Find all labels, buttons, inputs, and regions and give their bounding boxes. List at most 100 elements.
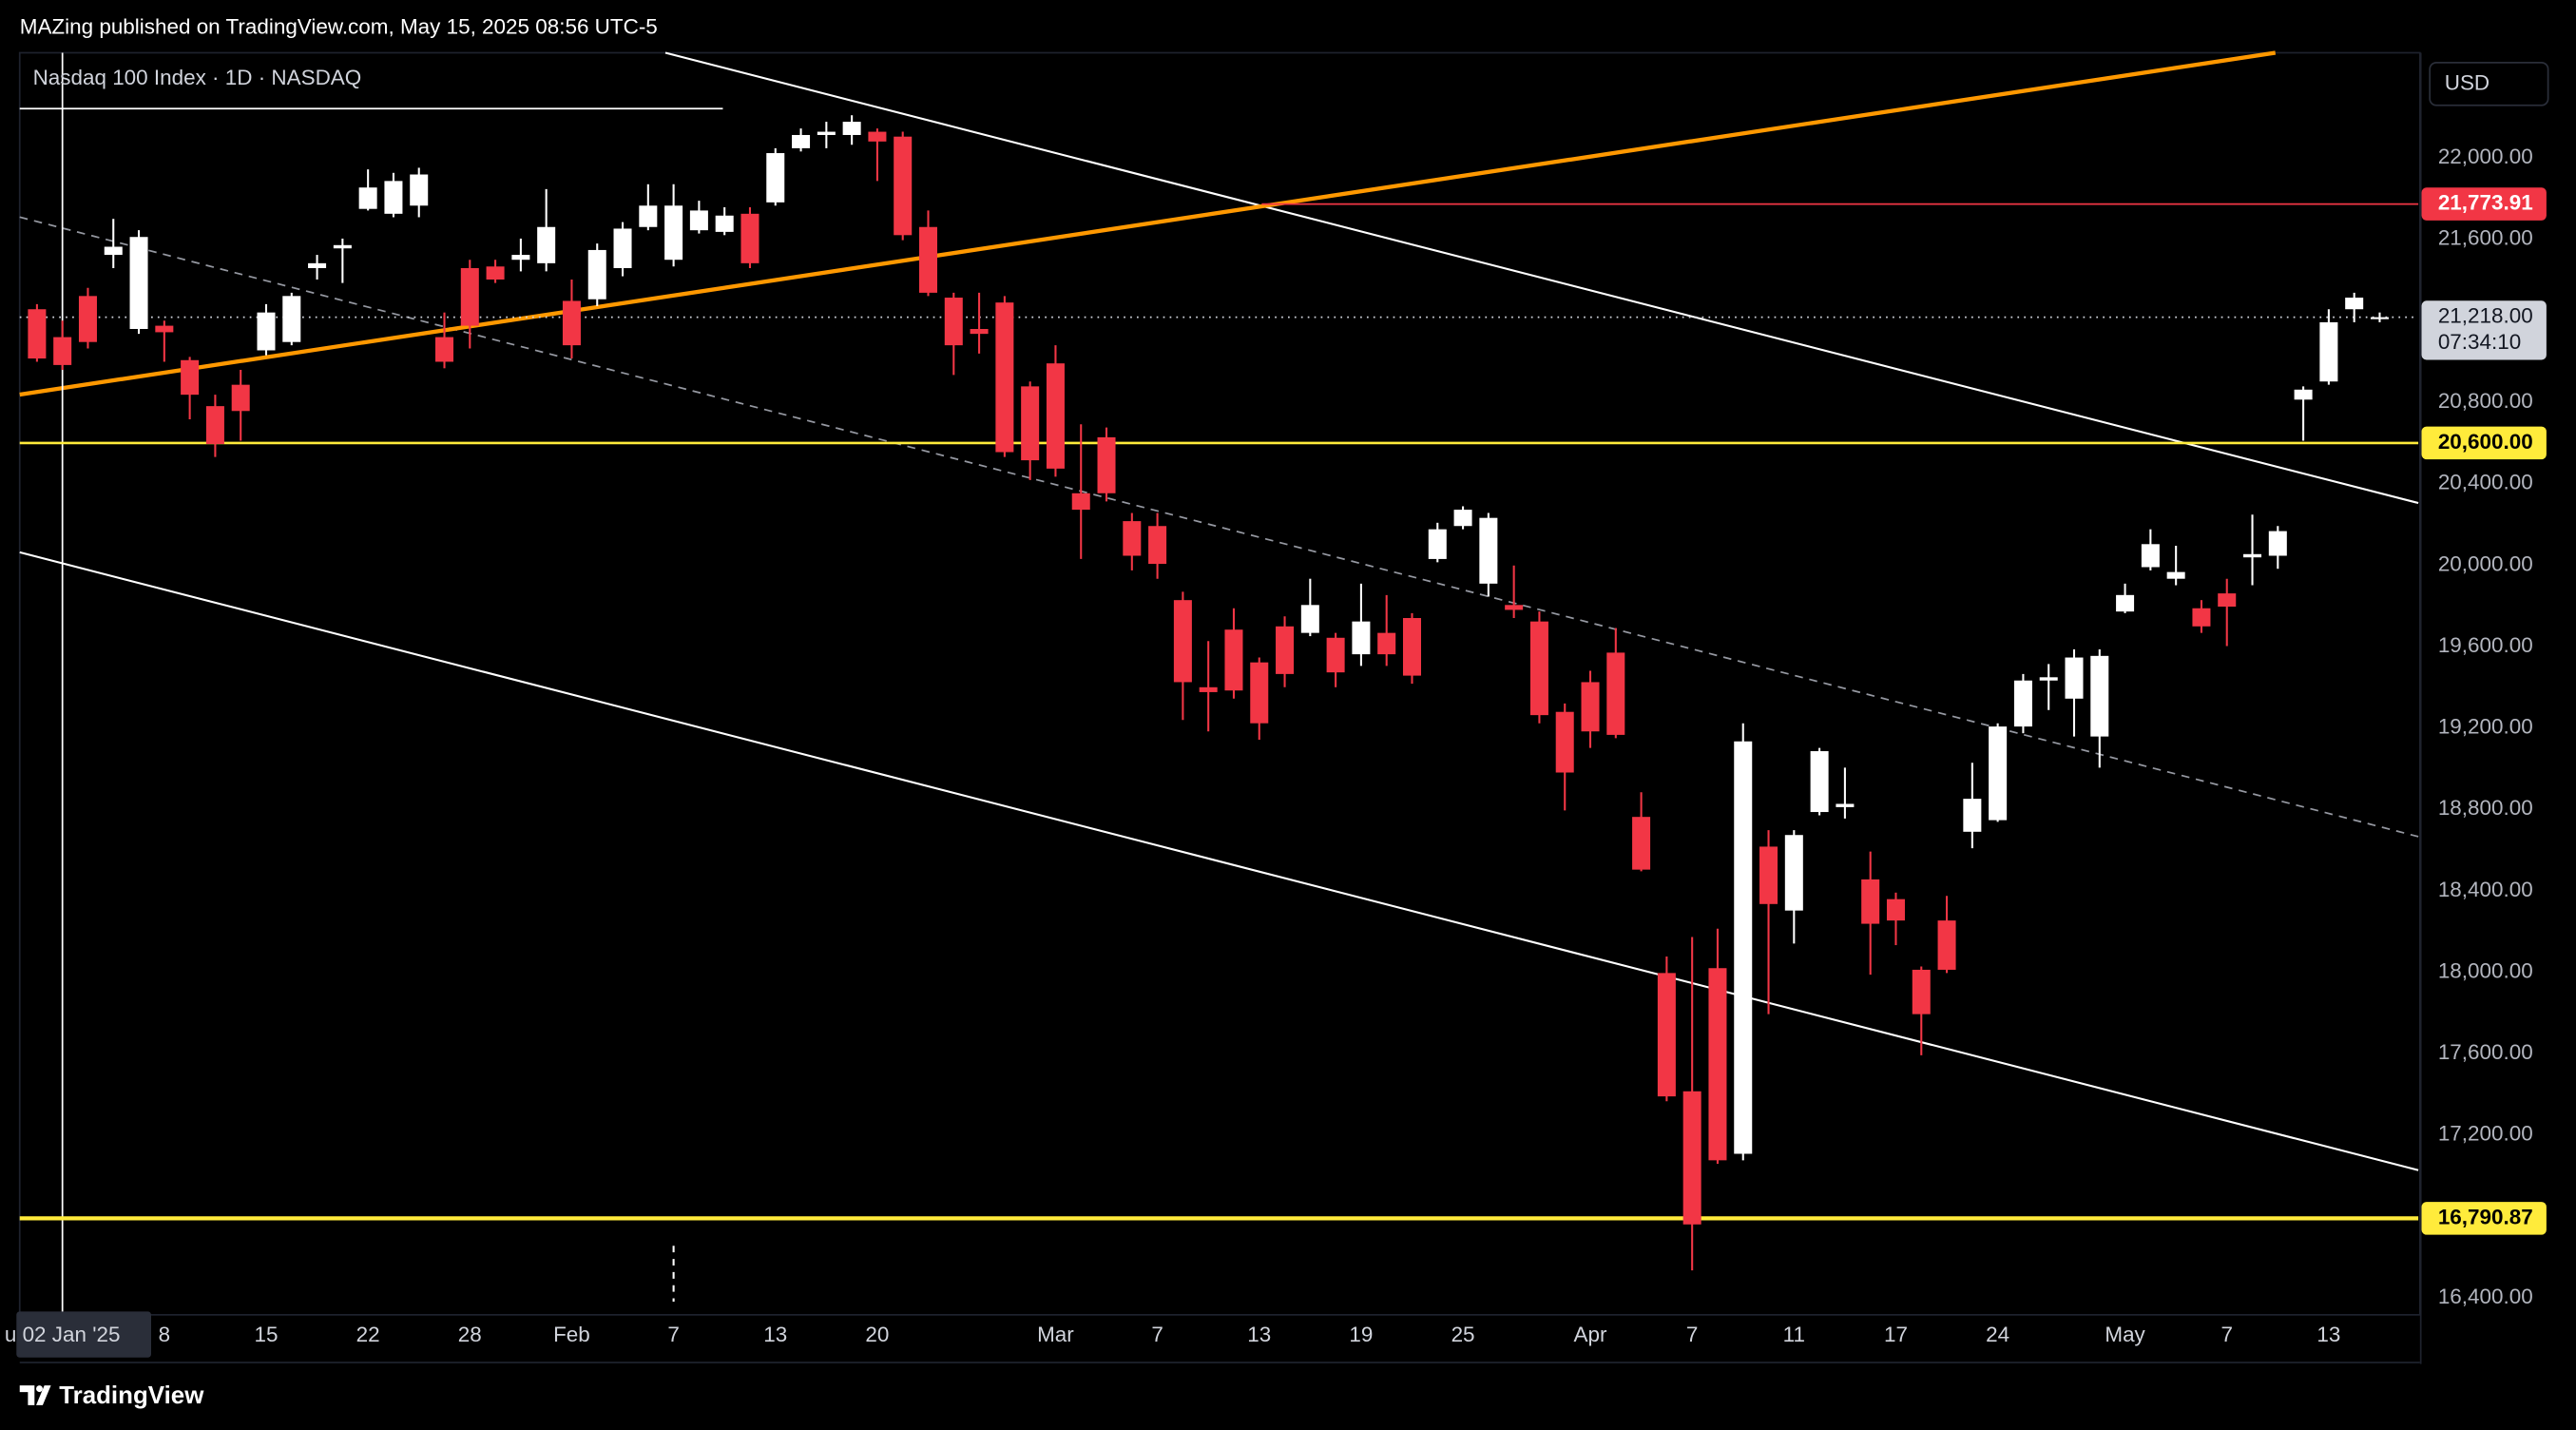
candle-body — [28, 309, 47, 359]
candle-body — [689, 210, 708, 231]
candle-body — [1606, 652, 1625, 735]
candle-body — [1071, 493, 1090, 511]
candle-body — [2039, 677, 2058, 681]
candle-body — [1479, 517, 1498, 584]
x-tick-label: 24 — [1986, 1323, 2009, 1346]
y-tick-label: 17,200.00 — [2438, 1122, 2533, 1146]
candle-body — [2013, 680, 2032, 727]
candle-body — [2141, 544, 2160, 568]
price-label-box — [2421, 1202, 2547, 1235]
candle-body — [1123, 521, 1142, 556]
candle-body — [282, 296, 301, 342]
candle-body — [970, 329, 989, 335]
last-price-box — [2421, 300, 2547, 360]
candle-body — [2065, 657, 2084, 699]
candle-body — [1682, 1091, 1701, 1225]
brand-name: TradingView — [59, 1382, 204, 1409]
candle-body — [384, 181, 403, 214]
candle-body — [1250, 662, 1269, 724]
candle-body — [613, 228, 632, 268]
y-tick-label: 19,200.00 — [2438, 715, 2533, 739]
candle-body — [53, 337, 72, 365]
y-tick-label: 19,600.00 — [2438, 633, 2533, 657]
x-tick-label: 8 — [159, 1323, 171, 1346]
candle-body — [2268, 531, 2287, 556]
candle-body — [104, 246, 123, 256]
x-tick-label: 19 — [1349, 1323, 1373, 1346]
y-tick-label: 20,000.00 — [2438, 551, 2533, 575]
candle-body — [358, 187, 377, 209]
candle-body — [333, 244, 352, 249]
y-tick-label: 22,000.00 — [2438, 145, 2533, 168]
price-label-box — [2421, 187, 2547, 221]
y-tick-label: 18,800.00 — [2438, 796, 2533, 820]
candle-body — [1428, 529, 1447, 559]
currency-button[interactable] — [2429, 61, 2549, 106]
candle-body — [817, 131, 836, 135]
candle-body — [2116, 594, 2135, 612]
x-tick-label: 20 — [865, 1323, 889, 1346]
candle-body — [205, 406, 224, 444]
candle-body — [1046, 363, 1065, 469]
x-tick-label: 13 — [763, 1323, 787, 1346]
trend-line — [19, 50, 2277, 397]
y-tick-label: 20,800.00 — [2438, 389, 2533, 413]
trend-line — [664, 51, 2419, 505]
candle-body — [2243, 553, 2262, 558]
candle-body — [1708, 968, 1727, 1161]
x-tick-label: Apr — [1574, 1323, 1607, 1346]
header-text: MAZing published on TradingView.com, May… — [20, 15, 658, 39]
marks-layer — [19, 115, 2419, 1271]
candle-body — [1632, 817, 1651, 870]
chart-pane — [18, 51, 2421, 1316]
candle-body — [1963, 799, 1982, 832]
candle-body — [1199, 686, 1218, 692]
candle-body — [2192, 608, 2211, 627]
x-tick-label: 17 — [1884, 1323, 1908, 1346]
brand-logo-dot — [36, 1385, 43, 1393]
price-label: 21,773.91 — [2438, 191, 2533, 215]
x-tick-label: 25 — [1451, 1323, 1475, 1346]
x-tick-label: 28 — [458, 1323, 482, 1346]
candle-body — [2319, 321, 2338, 382]
candle-body — [1886, 899, 1905, 921]
candle-body — [1581, 682, 1600, 732]
candle-body — [1377, 632, 1396, 655]
countdown-label: 07:34:10 — [2438, 330, 2521, 354]
price-label: 20,600.00 — [2438, 430, 2533, 454]
candle-body — [181, 359, 200, 396]
x-tick-label: u 02 Jan '25 — [5, 1323, 121, 1346]
candle-body — [1402, 618, 1421, 676]
candle-body — [766, 153, 785, 203]
candle-body — [1529, 621, 1548, 716]
x-tick-label: 11 — [1783, 1323, 1805, 1346]
candle-body — [129, 237, 148, 330]
trend-line — [19, 551, 2419, 1171]
candle-body — [792, 134, 811, 148]
candle-body — [78, 296, 97, 342]
candle-body — [639, 205, 658, 227]
price-label: 16,790.87 — [2438, 1205, 2533, 1228]
candle-body — [995, 302, 1014, 453]
candle-body — [1912, 969, 1931, 1015]
candle-body — [1224, 629, 1243, 691]
labels-layer: 16,400.00 17,200.00 17,600.00 18,000.00 18,4… — [5, 145, 2547, 1346]
chart-title: Nasdaq 100 Index · 1D · NASDAQ — [33, 66, 362, 89]
candle-body — [155, 325, 174, 333]
candle-body — [664, 205, 683, 261]
candle-body — [1173, 600, 1192, 683]
y-tick-label: 17,600.00 — [2438, 1040, 2533, 1064]
x-tick-label: 7 — [667, 1323, 680, 1346]
candle-body — [2090, 655, 2109, 737]
y-tick-label: 18,000.00 — [2438, 958, 2533, 982]
candle-body — [842, 122, 861, 135]
candle-body — [1097, 436, 1116, 493]
x-tick-label: May — [2105, 1323, 2145, 1346]
candle-body — [715, 215, 734, 232]
candle-body — [537, 226, 556, 263]
candle-body — [410, 174, 429, 206]
x-tick-label: 15 — [254, 1323, 278, 1346]
candle-body — [918, 226, 938, 293]
